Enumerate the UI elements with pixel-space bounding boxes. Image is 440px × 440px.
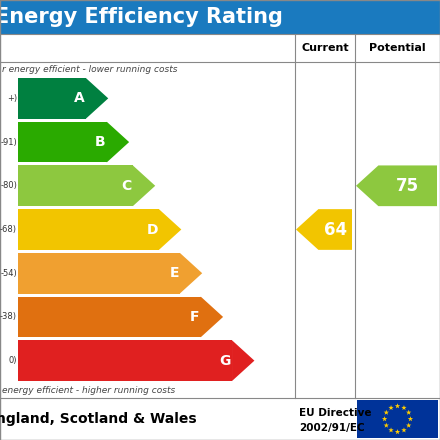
Polygon shape [401,405,407,410]
Polygon shape [296,209,352,250]
Bar [18,340,232,381]
Text: +): +) [7,94,17,103]
Polygon shape [232,340,254,381]
Polygon shape [406,410,411,415]
Polygon shape [384,423,389,428]
Text: Energy Efficiency Rating: Energy Efficiency Rating [0,7,283,27]
Polygon shape [382,416,387,421]
Polygon shape [133,165,155,206]
Bar [18,253,180,293]
Bar [18,297,201,337]
Polygon shape [159,209,181,250]
Polygon shape [389,405,394,410]
Text: -68): -68) [0,225,17,234]
Polygon shape [395,429,400,434]
Bar [18,209,159,250]
Text: Current: Current [301,43,349,53]
Polygon shape [107,122,129,162]
Text: A: A [74,92,85,105]
Text: Potential: Potential [369,43,426,53]
Bar [18,122,107,162]
Polygon shape [401,427,407,433]
Text: 2002/91/EC: 2002/91/EC [299,423,365,433]
Polygon shape [384,410,389,415]
Polygon shape [406,423,411,428]
Text: ngland, Scotland & Wales: ngland, Scotland & Wales [0,412,197,426]
Text: -91): -91) [0,138,17,147]
Text: -54): -54) [0,269,17,278]
Polygon shape [201,297,223,337]
Text: 64: 64 [324,220,347,238]
Text: -80): -80) [0,181,17,190]
Polygon shape [86,78,108,119]
Text: C: C [121,179,132,193]
Text: r energy efficient - lower running costs: r energy efficient - lower running costs [2,65,177,73]
Polygon shape [395,403,400,408]
Text: B: B [95,135,106,149]
Text: 0): 0) [8,356,17,365]
Bar [18,165,133,206]
Polygon shape [408,416,413,421]
Text: -38): -38) [0,312,17,322]
Polygon shape [180,253,202,293]
Text: D: D [147,223,158,237]
Bar [0,398,440,440]
Bar [18,78,86,119]
Text: G: G [220,354,231,368]
Text: F: F [190,310,200,324]
Text: EU Directive: EU Directive [299,408,371,418]
Text: 75: 75 [396,177,419,195]
Polygon shape [389,427,394,433]
Bar [0,0,440,34]
Polygon shape [356,165,437,206]
Text: energy efficient - higher running costs: energy efficient - higher running costs [2,385,175,395]
Bar [357,400,438,438]
Text: E: E [169,266,179,280]
